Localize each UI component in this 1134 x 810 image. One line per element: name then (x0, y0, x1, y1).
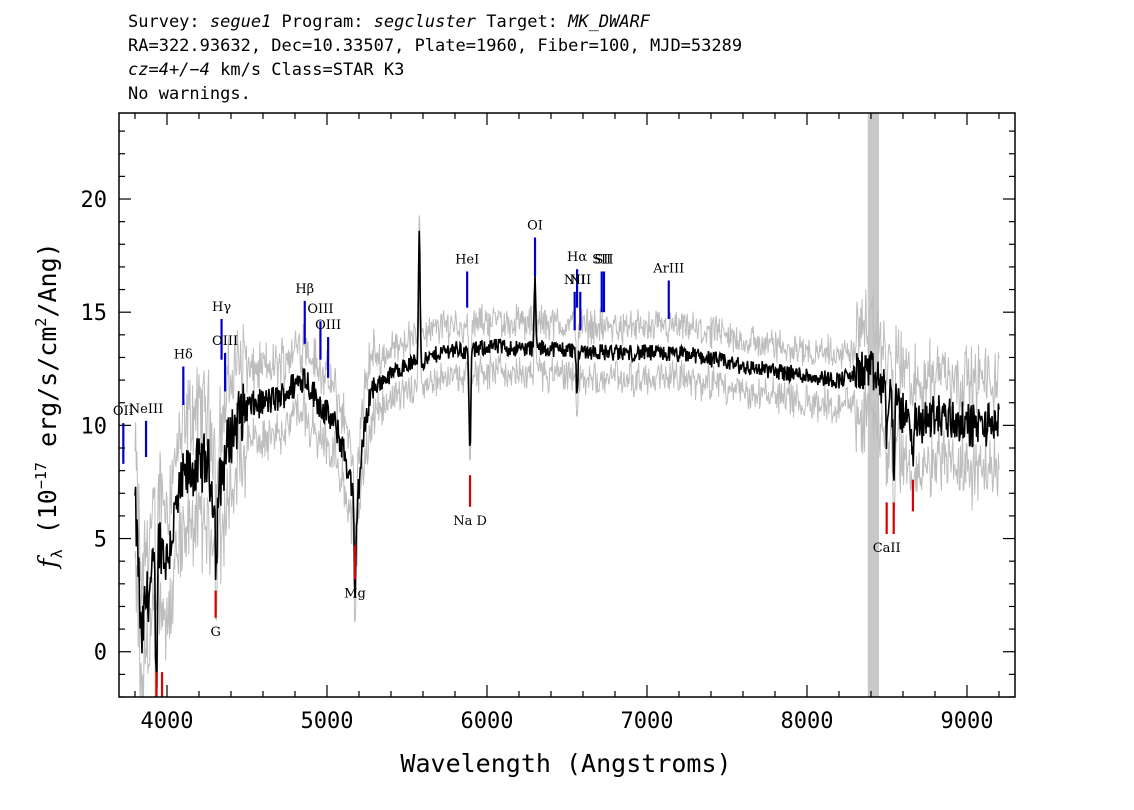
emission-line-label: Hα (567, 250, 587, 265)
program-prefix: Program: (271, 12, 374, 32)
survey-name: segue1 (209, 12, 272, 32)
emission-line-label: ArIII (652, 262, 684, 277)
emission-line-label: HeI (455, 252, 479, 267)
y-tick-label: 20 (81, 188, 108, 213)
y-tick-label: 15 (81, 301, 108, 326)
line-markers-layer (122, 237, 915, 697)
x-axis-title: Wavelength (Angstroms) (400, 749, 731, 778)
emission-line-label: OIII (307, 302, 333, 317)
bad-pixel-band (867, 113, 879, 697)
emission-line-label: OIII (212, 334, 238, 349)
header-line-coordinates: RA=322.93632, Dec=10.33507, Plate=1960, … (128, 36, 743, 56)
emission-line-label: Hβ (295, 282, 314, 297)
absorption-line-label: Mg (344, 586, 366, 601)
emission-line-label: NeIII (129, 402, 163, 417)
x-tick-label: 6000 (461, 709, 514, 734)
emission-line-label: OI (527, 218, 543, 233)
axes-layer: 4000 5000 6000 7000 8000 9000 0 5 10 15 20 (81, 112, 1016, 734)
target-prefix: Target: (476, 12, 569, 32)
emission-line-label: Hγ (212, 300, 231, 315)
redshift-value: cz=4+/−4 (128, 60, 210, 80)
plot-frame (118, 112, 1016, 698)
class-text: km/s Class=STAR K3 (209, 60, 405, 80)
header-line-survey: Survey: segue1 Program: segcluster Targe… (128, 10, 742, 34)
spectrum-header: Survey: segue1 Program: segcluster Targe… (128, 10, 742, 106)
x-tick-label: 5000 (301, 709, 354, 734)
x-tick-label: 9000 (941, 709, 994, 734)
error-lower-series (134, 253, 1000, 697)
header-line-warnings: No warnings. (128, 84, 251, 104)
y-tick-label: 5 (94, 528, 107, 553)
y-tick-label: 0 (94, 641, 107, 666)
error-upper-series (134, 215, 1000, 611)
absorption-line-label: G (210, 625, 220, 640)
emission-line-label: NII (569, 273, 591, 288)
absorption-line-label: CaII (873, 541, 901, 556)
emission-line-label: OIII (315, 318, 341, 333)
emission-line-label: SII (592, 252, 611, 267)
line-labels-layer: OIINeIIIHδHγOIIIHβOIIIOIIIHeIOINIIHαNIIS… (113, 218, 901, 639)
header-line-redshift: cz=4+/−4 km/s Class=STAR K3 (128, 58, 742, 82)
emission-line-label: NII (564, 273, 586, 288)
error-layer (134, 215, 1000, 697)
survey-prefix: Survey: (128, 12, 210, 32)
target-name: MK_DWARF (568, 12, 651, 32)
x-tick-label: 4000 (141, 709, 194, 734)
emission-line-label: SII (594, 252, 613, 267)
spectrum-layer (134, 230, 1000, 689)
x-tick-label: 8000 (781, 709, 834, 734)
flux-spectrum-series (134, 230, 1000, 689)
x-tick-label: 7000 (621, 709, 674, 734)
emission-line-label: Hδ (174, 348, 193, 363)
emission-line-label: OII (113, 404, 134, 419)
program-name: segcluster (373, 12, 477, 32)
y-axis-title: fλ (10−17 erg/s/cm2/Ang) (32, 242, 66, 569)
bad-pixel-band-layer (867, 113, 879, 697)
y-tick-label: 10 (81, 414, 108, 439)
absorption-line-label: Na D (453, 514, 487, 529)
